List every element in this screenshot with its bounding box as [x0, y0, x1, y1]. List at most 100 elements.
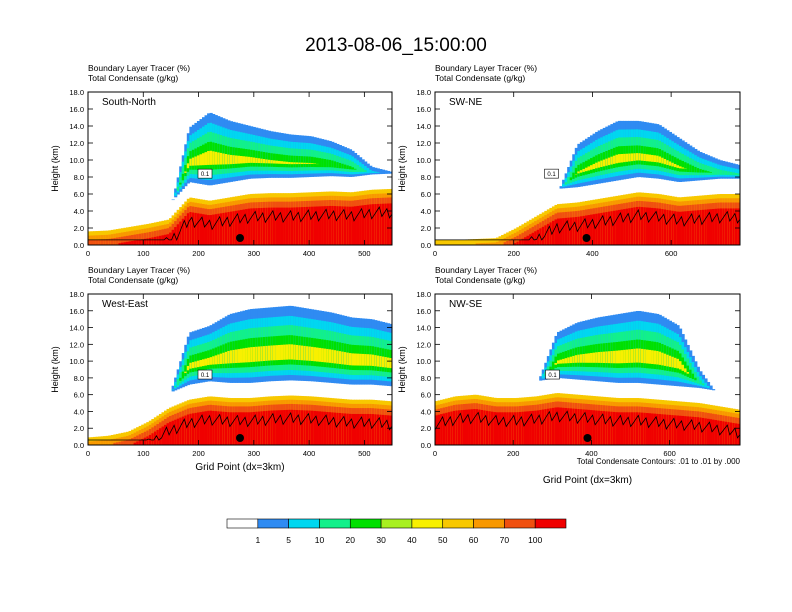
boundary-band: [551, 407, 556, 445]
boundary-band: [717, 208, 721, 245]
cloud-band: [584, 353, 589, 363]
cloud-band: [539, 376, 543, 381]
boundary-band: [90, 437, 94, 445]
cloud-band: [194, 156, 198, 166]
cloud-band: [579, 163, 584, 176]
cloud-band: [620, 153, 624, 163]
boundary-band: [148, 237, 152, 245]
y-tick-label: 14.0: [69, 324, 84, 333]
y-tick-label: 12.0: [416, 139, 431, 148]
cloud-band: [729, 171, 733, 176]
cloud-band: [579, 354, 584, 363]
boundary-band: [240, 209, 244, 245]
boundary-band: [333, 206, 337, 245]
boundary-band: [229, 412, 233, 445]
cloud-band: [371, 354, 375, 366]
cloud-band: [321, 158, 325, 168]
boundary-band: [196, 412, 201, 445]
boundary-band: [595, 213, 599, 245]
boundary-band: [298, 207, 302, 245]
cloud-band: [308, 162, 312, 164]
cloud-band: [194, 361, 198, 368]
boundary-band: [686, 211, 690, 245]
boundary-band: [131, 240, 135, 245]
cloud-band: [706, 171, 711, 173]
cloud-band: [354, 353, 358, 366]
boundary-band: [587, 409, 591, 445]
cloud-band: [333, 161, 337, 168]
boundary-band: [272, 410, 277, 445]
boundary-band: [333, 412, 337, 445]
boundary-band: [95, 239, 99, 245]
cloud-band: [625, 153, 629, 162]
cloud-band: [643, 153, 647, 161]
y-tick-label: 18.0: [69, 88, 84, 97]
cloud-band: [298, 156, 302, 168]
cloud-band: [189, 158, 193, 166]
boundary-band: [661, 209, 665, 245]
boundary-band: [184, 415, 188, 445]
boundary-band: [110, 439, 114, 445]
cloud-band: [671, 162, 675, 167]
panel-header-line: Boundary Layer Tracer (%): [88, 265, 190, 275]
boundary-band: [202, 411, 206, 445]
cloud-band: [541, 373, 545, 379]
boundary-band: [146, 436, 150, 445]
boundary-band: [679, 211, 683, 245]
boundary-band: [727, 208, 731, 245]
terrain-contour: [88, 412, 392, 441]
cloud-band: [602, 351, 606, 364]
boundary-band: [323, 206, 327, 245]
boundary-band: [146, 238, 150, 245]
cloud-band: [732, 172, 736, 176]
cloud-band: [679, 166, 683, 169]
cloud-band: [572, 172, 576, 179]
boundary-band: [595, 410, 599, 445]
cloud-band: [310, 346, 315, 362]
boundary-band: [136, 441, 140, 445]
y-tick-label: 16.0: [69, 105, 84, 114]
y-tick-label: 2.0: [74, 224, 84, 233]
plot-frame: [87, 293, 393, 446]
cloud-band: [278, 344, 282, 361]
boundary-band: [450, 239, 454, 245]
cloud-band: [374, 167, 378, 175]
x-tick-label: 500: [358, 449, 371, 458]
boundary-band: [498, 240, 502, 245]
boundary-band: [318, 206, 322, 245]
boundary-band: [379, 203, 383, 245]
colorbar-label: 10: [315, 535, 325, 545]
boundary-band: [237, 412, 241, 445]
cloud-band: [331, 160, 335, 168]
boundary-band: [645, 413, 650, 445]
boundary-band: [562, 407, 566, 445]
cloud-band: [295, 344, 299, 360]
cloud-band: [310, 156, 315, 168]
boundary-band: [103, 440, 107, 445]
boundary-band: [171, 420, 175, 445]
boundary-band: [470, 409, 474, 445]
cloud-band: [295, 155, 299, 168]
boundary-band: [516, 241, 520, 245]
boundary-band: [689, 210, 693, 245]
boundary-band: [671, 415, 675, 445]
boundary-band: [133, 442, 137, 445]
boundary-band: [191, 413, 195, 445]
cloud-band: [224, 351, 228, 364]
boundary-band: [513, 412, 517, 445]
boundary-band: [272, 207, 277, 245]
boundary-band: [722, 421, 726, 445]
boundary-band: [194, 212, 198, 245]
colorbar-label: 30: [376, 535, 386, 545]
cloud-band: [559, 359, 563, 364]
cloud-band: [734, 172, 739, 176]
boundary-band: [359, 205, 363, 245]
boundary-band: [118, 237, 122, 245]
cloud-band: [242, 348, 246, 363]
cloud-band: [676, 165, 680, 168]
panel-header-line: Total Condensate (g/kg): [435, 275, 525, 285]
cloud-band: [212, 151, 216, 165]
cloud-band: [379, 356, 383, 367]
cloud-band: [181, 173, 185, 181]
boundary-band: [643, 412, 647, 445]
